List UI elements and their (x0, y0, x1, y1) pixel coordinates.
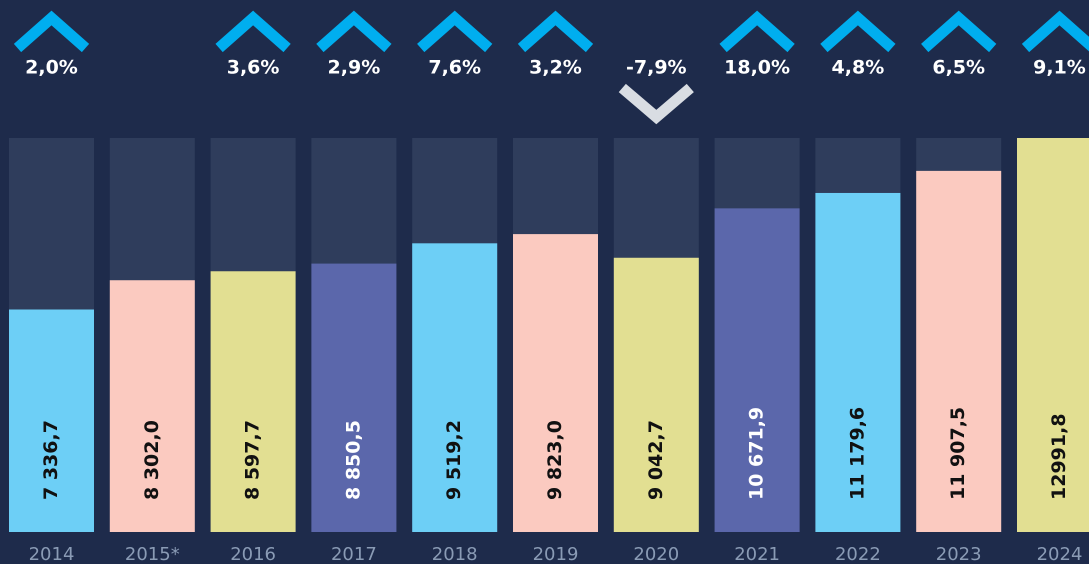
change-label: 2,0% (25, 57, 78, 79)
x-tick-label: 2024 (1037, 544, 1083, 564)
x-tick-label: 2015* (125, 544, 180, 564)
bar (1017, 138, 1089, 532)
value-label: 8 850,5 (342, 420, 364, 500)
up-arrow (1021, 10, 1089, 53)
bar (513, 234, 598, 533)
value-label: 9 042,7 (645, 420, 667, 500)
x-tick-label: 2023 (936, 544, 982, 564)
change-label: -7,9% (626, 57, 687, 79)
up-arrow (820, 10, 896, 53)
bar (815, 192, 901, 533)
up-arrow (13, 10, 90, 53)
x-tick-label: 2019 (533, 544, 579, 564)
bar (714, 208, 800, 532)
x-tick-label: 2018 (432, 544, 478, 564)
bar (9, 309, 94, 532)
change-label: 3,2% (529, 57, 582, 79)
value-label: 11 907,5 (947, 407, 969, 500)
bar (311, 263, 397, 532)
x-tick-label: 2014 (29, 544, 75, 564)
x-tick-label: 2022 (835, 544, 881, 564)
change-label: 3,6% (227, 57, 280, 79)
bar (109, 280, 195, 532)
value-label: 9 823,0 (544, 420, 566, 500)
value-label: 8 597,7 (242, 420, 264, 500)
down-arrow (618, 83, 694, 125)
up-arrow (417, 10, 493, 53)
value-label: 7 336,7 (40, 420, 62, 500)
value-label: 9 519,2 (443, 420, 465, 500)
up-arrow (517, 10, 594, 53)
x-tick-label: 2016 (230, 544, 276, 564)
bar (412, 243, 498, 532)
up-arrow (719, 10, 795, 53)
change-label: 18,0% (724, 57, 790, 79)
value-label: 11 179,6 (846, 407, 868, 500)
change-label: 7,6% (428, 57, 481, 79)
change-label: 4,8% (832, 57, 885, 79)
value-label: 12991,8 (1048, 413, 1070, 500)
change-label: 6,5% (932, 57, 985, 79)
change-label: 9,1% (1033, 57, 1086, 79)
value-label: 8 302,0 (141, 420, 163, 500)
value-label: 10 671,9 (746, 407, 768, 500)
bar (613, 257, 699, 532)
up-arrow (921, 10, 997, 53)
x-tick-label: 2017 (331, 544, 377, 564)
bar (916, 170, 1002, 533)
change-label: 2,9% (328, 57, 381, 79)
up-arrow (316, 10, 392, 53)
x-tick-label: 2021 (734, 544, 780, 564)
up-arrow (215, 10, 291, 53)
bar (210, 271, 296, 532)
x-tick-label: 2020 (633, 544, 679, 564)
